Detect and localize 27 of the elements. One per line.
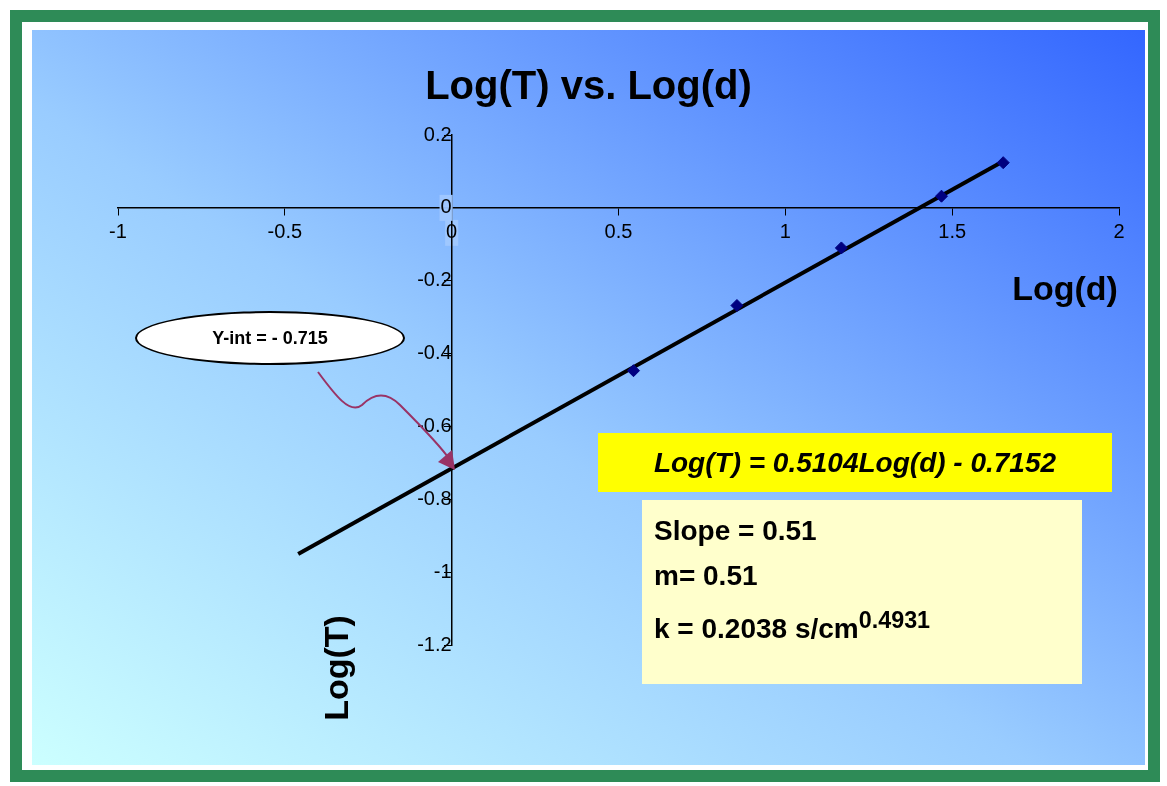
annotation: m= 0.51 <box>654 559 759 593</box>
y-tick-label: -0.2 <box>417 268 452 291</box>
point <box>996 156 1010 170</box>
y-axis-title: Log(T) <box>317 615 356 721</box>
point <box>627 364 641 378</box>
x-tick-label: 1.5 <box>938 220 967 243</box>
x-axis-title: Log(d) <box>1012 269 1118 308</box>
annotation: k = 0.2038 s/cm$^{0.4931}$ <box>654 606 932 647</box>
x-tick-label: 2 <box>1113 220 1125 243</box>
point <box>730 298 744 312</box>
y-tick-label: -0.4 <box>417 341 452 364</box>
y-tick-label: -0.6 <box>417 413 452 436</box>
chart-title: Log(T) vs. Log(d) <box>425 63 752 108</box>
text-box: Log(T) = 0.5104Log(d) - 0.7152 <box>598 433 1112 492</box>
x-tick-label: 0.5 <box>604 220 633 243</box>
y-tick-label: -0.8 <box>417 486 452 509</box>
y-tick-label: -1 <box>433 559 452 582</box>
x-tick-label: -0.5 <box>267 220 303 243</box>
y-tick-label: 0 <box>440 195 452 218</box>
point <box>934 189 948 203</box>
text-panel: Slope = 0.51 m= 0.51 k = 0.2038 s/cm$^{0.4931}$ <box>642 500 1082 684</box>
x-tick-label: 1 <box>779 220 791 243</box>
y-tick-label: -1.2 <box>417 632 452 655</box>
annotation: Slope = 0.51 <box>654 514 818 548</box>
point <box>834 241 848 255</box>
y-tick-label: 0.2 <box>423 122 452 145</box>
x-tick-label: -1 <box>109 220 127 243</box>
